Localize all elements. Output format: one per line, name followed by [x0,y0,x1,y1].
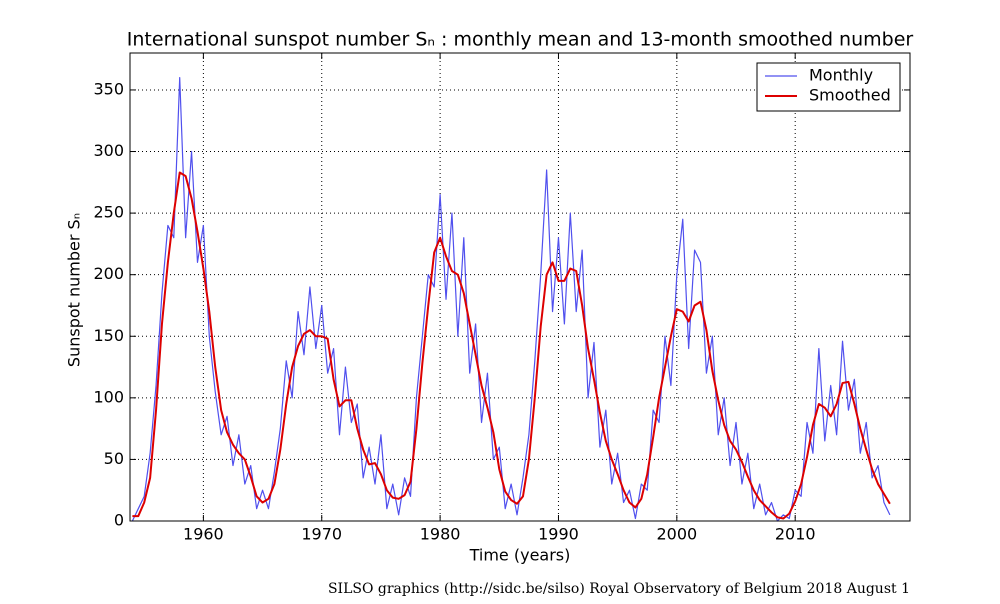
y-tick-label: 50 [104,449,124,468]
y-tick-label: 200 [93,264,124,283]
series-line [132,171,891,520]
chart-title: International sunspot number Sₙ : monthl… [127,29,914,51]
y-tick-label: 0 [114,511,124,530]
x-tick-label: 1980 [420,525,461,544]
credit: SILSO graphics (http://sidc.be/silso) Ro… [328,581,910,597]
legend-label: Smoothed [809,86,891,105]
x-tick-label: 1960 [183,525,224,544]
y-tick-label: 300 [93,141,124,160]
x-axis-label: Time (years) [469,546,571,565]
y-tick-label: 100 [93,387,124,406]
y-axis-label: Sunspot number Sₙ [65,213,84,367]
y-tick-label: 250 [93,203,124,222]
plot-frame [129,52,911,522]
x-tick-label: 2000 [656,525,697,544]
x-tick-label: 1990 [538,525,579,544]
x-tick-label: 2010 [775,525,816,544]
y-tick-label: 150 [93,326,124,345]
legend-box [756,62,901,112]
x-tick-label: 1970 [301,525,342,544]
y-tick-label: 350 [93,79,124,98]
legend-label: Monthly [809,66,873,85]
